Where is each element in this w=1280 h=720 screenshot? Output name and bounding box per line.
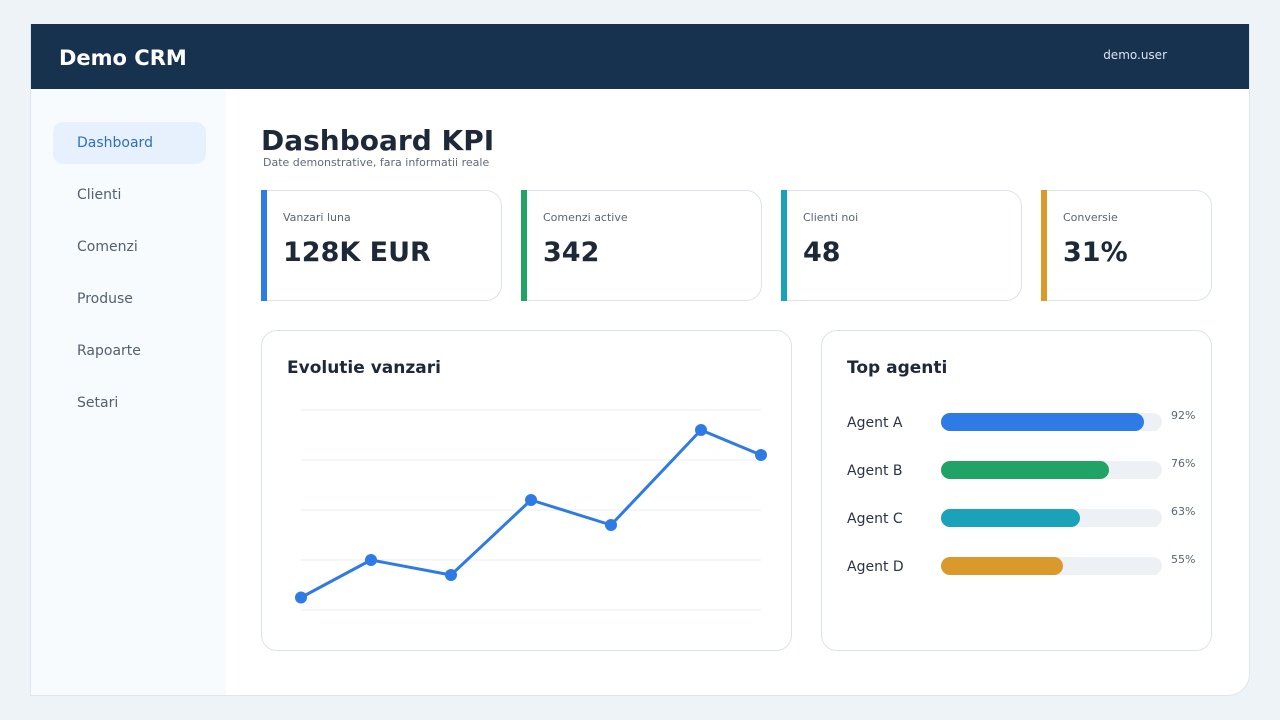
agent-row-d: Agent D 55% [847,553,1197,579]
kpi-card-vanzari: Vanzari luna 128K EUR [261,190,502,301]
sidebar-item-rapoarte[interactable]: Rapoarte [77,343,141,359]
agent-progress-track [941,413,1162,431]
agent-percent: 76% [1171,457,1196,470]
page-subtitle: Date demonstrative, fara informatii real… [263,156,490,169]
kpi-label: Comenzi active [543,211,628,224]
top-agents-card: Top agenti Agent A 92% Agent B 76% Agent… [821,330,1212,651]
agent-name: Agent A [847,415,903,431]
chart-point[interactable] [695,424,707,436]
top-bar: Demo CRM demo.user [31,24,1249,89]
kpi-accent-bar [521,190,527,301]
agent-progress-track [941,509,1162,527]
sidebar-item-comenzi[interactable]: Comenzi [77,239,138,255]
agent-percent: 92% [1171,409,1196,422]
card-title: Top agenti [847,358,948,378]
chart-point[interactable] [755,449,767,461]
page-title: Dashboard KPI [261,124,495,157]
chart-series-line [300,428,762,599]
sidebar-item-setari[interactable]: Setari [77,395,119,411]
kpi-accent-bar [1041,190,1047,301]
kpi-label: Clienti noi [803,211,859,224]
agent-percent: 63% [1171,505,1196,518]
agent-progress-track [941,557,1162,575]
kpi-label: Conversie [1063,211,1118,224]
sidebar-item-clienti[interactable]: Clienti [77,187,122,203]
main-content: Dashboard KPI Date demonstrative, fara i… [226,89,1249,695]
kpi-card-clienti: Clienti noi 48 [781,190,1022,301]
kpi-accent-bar [781,190,787,301]
chart-point[interactable] [525,494,537,506]
sales-chart-card: Evolutie vanzari [261,330,792,651]
agent-name: Agent B [847,463,903,479]
brand-logo[interactable]: Demo CRM [59,46,187,70]
agent-row-c: Agent C 63% [847,505,1197,531]
user-menu[interactable]: demo.user [1103,48,1167,62]
kpi-value: 48 [803,237,841,268]
chart-point[interactable] [445,569,457,581]
kpi-value: 342 [543,237,600,268]
agent-name: Agent D [847,559,904,575]
chart-point[interactable] [295,591,307,604]
agent-progress-fill [941,557,1063,575]
sales-line-chart [295,409,767,611]
agent-name: Agent C [847,511,903,527]
sidebar: Dashboard Clienti Comenzi Produse Rapoar… [31,89,226,695]
sidebar-item-produse[interactable]: Produse [77,291,133,307]
chart-point[interactable] [605,519,617,531]
kpi-accent-bar [261,190,267,301]
chart-point[interactable] [365,554,377,566]
agent-progress-fill [941,509,1081,527]
kpi-value: 128K EUR [283,237,431,268]
kpi-label: Vanzari luna [283,211,351,224]
agent-percent: 55% [1171,553,1196,566]
agent-row-b: Agent B 76% [847,457,1197,483]
kpi-card-conversie: Conversie 31% [1041,190,1212,301]
agent-progress-track [941,461,1162,479]
kpi-card-comenzi: Comenzi active 342 [521,190,762,301]
app-window: Demo CRM demo.user Dashboard Clienti Com… [30,24,1250,696]
agent-progress-fill [941,413,1145,431]
agent-row-a: Agent A 92% [847,409,1197,435]
card-title: Evolutie vanzari [287,358,441,378]
sidebar-item-dashboard[interactable]: Dashboard [53,122,206,164]
agent-progress-fill [941,461,1109,479]
kpi-value: 31% [1063,237,1128,268]
